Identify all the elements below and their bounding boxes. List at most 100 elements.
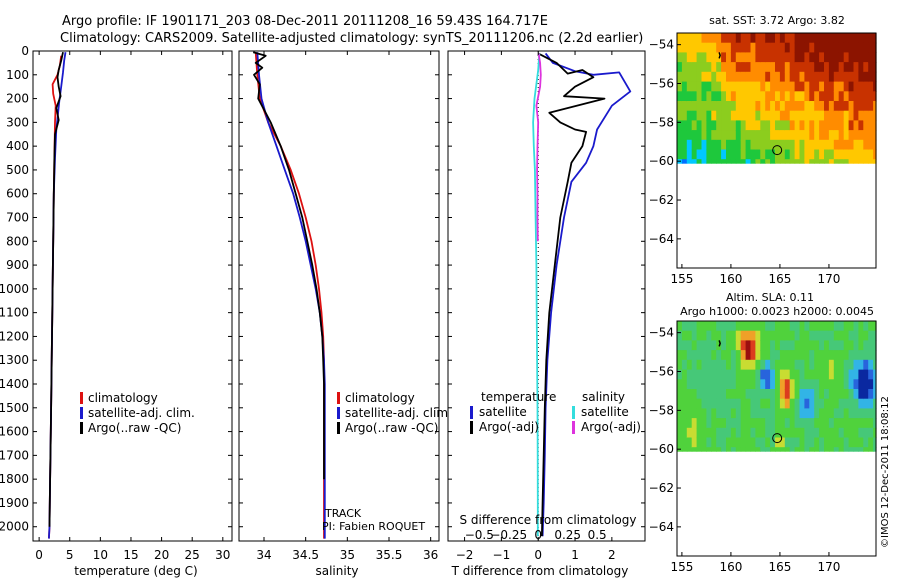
map-cell [696,91,703,102]
map-cell [696,389,703,400]
map-cell [677,350,683,361]
map-cell [755,120,761,131]
map-x-tick-label: 170 [817,560,840,574]
map-cell [863,330,869,341]
map-cell [858,52,864,63]
map-cell [765,101,771,112]
map-cell [745,130,752,141]
map-cell [799,447,805,452]
map-cell [735,130,742,141]
map-cell [770,42,776,53]
map-cell [765,369,771,380]
legend-label: satellite [581,405,629,419]
map-cell [686,139,693,151]
map-cell [779,330,786,341]
map-cell [794,110,801,121]
map-cell [779,350,786,361]
map-cell [775,447,781,452]
map-cell [804,149,810,160]
map-cell [799,130,805,141]
map-cell [745,408,752,419]
map-cell [760,350,766,361]
map-cell [711,62,717,73]
series-line-t-argo-adj- [537,52,606,537]
y-tick-label: 500 [6,163,29,177]
x-tick-label: −1 [493,548,511,562]
map-cell [775,427,781,439]
map-cell [735,52,742,63]
map-cell [696,120,703,131]
map-cell [701,330,707,341]
map-cell [755,437,761,448]
map-cell [740,447,747,452]
map-cell [843,330,850,341]
map-cell [814,101,820,112]
map-cell [735,389,742,400]
map-cell [828,418,835,429]
map-cell [799,350,805,361]
map-cell [726,418,732,429]
map-cell [730,447,737,452]
map-cell [868,91,874,102]
map-cell [735,398,742,409]
map-cell [750,52,756,63]
map-cell [809,149,815,160]
map-cells [677,33,877,164]
map-x-tick-label: 165 [768,560,791,574]
map-cell [843,139,850,151]
map-cell [848,340,855,351]
map-cell [711,389,717,400]
map-cell [755,389,761,400]
map-cell [828,42,835,53]
map-cell [721,369,727,380]
map-cell [833,447,840,452]
map-cell [809,91,815,102]
temperature-xlabel: temperature (deg C) [74,564,197,578]
map-cell [819,379,825,390]
map-cell [745,418,752,429]
x-tick-label: 1 [571,548,579,562]
map-y-tick-label: −54 [649,38,674,52]
map-cell [843,350,850,361]
map-cell [794,149,801,160]
map-cell [833,408,840,419]
map-cell [833,379,840,390]
map-cell [726,71,732,83]
map-cell [730,418,737,429]
map-cell [789,427,796,439]
sla-map-title: Altim. SLA: 0.11 [726,291,814,304]
map-cell [838,321,845,332]
map-cell [691,101,698,112]
map-cell [770,101,776,112]
map-cell [681,398,688,409]
map-cell [696,427,703,439]
map-cell [681,340,688,351]
map-cell [706,62,712,73]
y-tick-label: 700 [6,211,29,225]
sla-map-subtitle: Argo h1000: 0.0023 h2000: 0.0045 [680,305,874,318]
map-cell [701,418,707,429]
map-cell [730,398,737,409]
map-cell [804,159,810,164]
map-cell [716,398,722,409]
map-cell [735,330,742,341]
map-cell [809,359,815,371]
map-cell [755,321,761,332]
map-cell [706,359,712,371]
x-tick-label: 34 [256,548,271,562]
map-cell [755,330,761,341]
map-cell [681,369,688,380]
map-cell [681,408,688,419]
map-cell [760,91,766,102]
map-cell [770,62,776,73]
map-cell [819,427,825,439]
map-cell [868,447,874,452]
map-cell [706,350,712,361]
map-cell [848,91,855,102]
map-cell [711,159,717,164]
legend-label: satellite-adj. clim. [345,406,452,420]
map-cell [814,389,820,400]
map-cell [770,159,776,164]
map-cell [740,321,747,332]
map-cell [691,52,698,63]
